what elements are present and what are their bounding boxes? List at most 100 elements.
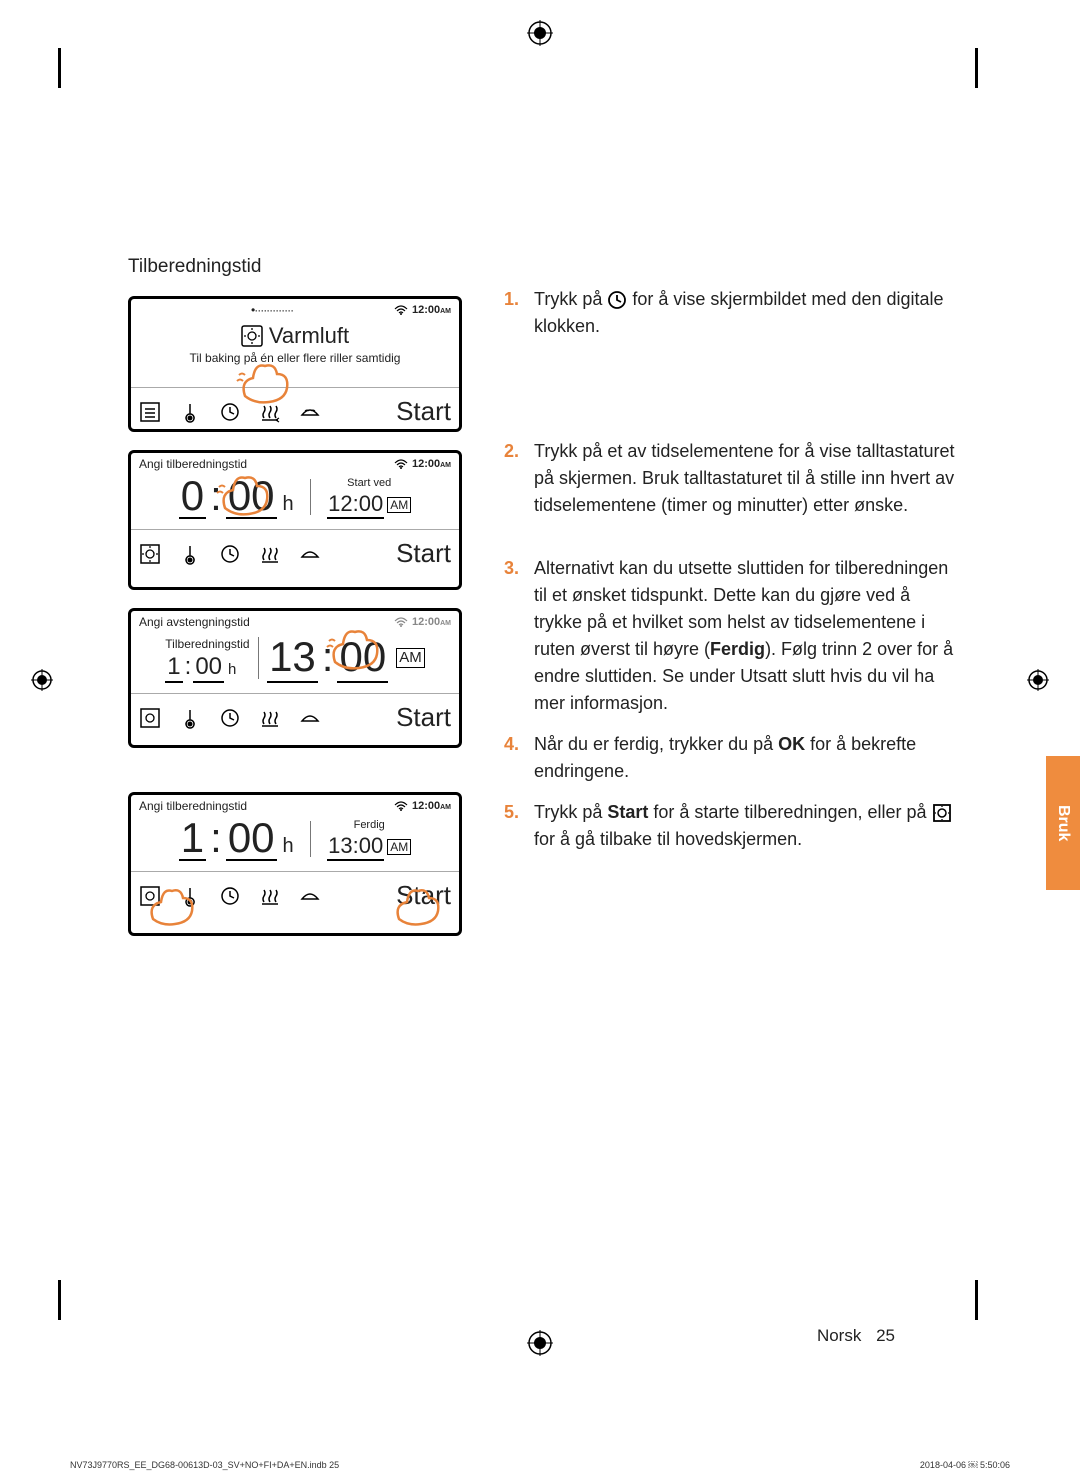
done-time[interactable]: 13:00 [327, 833, 384, 861]
step-number: 3. [504, 555, 524, 717]
start-button[interactable]: Start [396, 702, 451, 733]
home-icon [932, 803, 952, 823]
start-button[interactable]: Start [396, 396, 451, 427]
home-icon[interactable] [139, 543, 161, 565]
step-5: 5. Trykk på Start for å starte tilberedn… [504, 799, 955, 853]
page-footer: Norsk 25 [817, 1326, 895, 1346]
step-number: 5. [504, 799, 524, 853]
step-number: 2. [504, 438, 524, 519]
dish-icon[interactable] [299, 885, 321, 907]
start-at-time[interactable]: 12:00 [327, 491, 384, 519]
oven-screen-2: Angi tilberedningstid 12:00AM 0 :00 h St… [128, 450, 462, 590]
heat-icon[interactable] [259, 707, 281, 729]
page-dots: •············· [139, 303, 293, 317]
screen-header: Angi tilberedningstid [139, 799, 247, 813]
step-text: Trykk på et av tidselementene for å vise… [534, 438, 955, 519]
cook-time[interactable]: 0 :00 h [179, 475, 294, 519]
dish-icon[interactable] [299, 707, 321, 729]
end-minutes[interactable]: 00 [337, 633, 388, 683]
oven-screen-3: Angi avstengningstid 12:00AM Tilberednin… [128, 608, 462, 748]
heat-icon[interactable] [259, 885, 281, 907]
start-at-label: Start ved [347, 477, 391, 489]
screen-header: Angi avstengningstid [139, 615, 250, 629]
home-icon[interactable] [139, 885, 161, 907]
wifi-icon [394, 617, 408, 627]
status-time: 12:00 [412, 616, 440, 628]
step-1: 1. Trykk på for å vise skjermbildet med … [504, 286, 955, 340]
step-2: 2. Trykk på et av tidselementene for å v… [504, 438, 955, 519]
hours-value[interactable]: 1 [165, 653, 182, 683]
step-3: 3. Alternativt kan du utsette sluttiden … [504, 555, 955, 717]
clock-icon [607, 290, 627, 310]
footer-language: Norsk [817, 1326, 861, 1345]
status-time: 12:00 [412, 304, 440, 316]
step-number: 1. [504, 286, 524, 340]
thermometer-icon[interactable] [179, 707, 201, 729]
minutes-value[interactable]: 00 [226, 475, 277, 519]
registration-mark-icon [31, 669, 53, 691]
wifi-icon [394, 459, 408, 469]
step-text: Trykk på Start for å starte tilberedning… [534, 799, 955, 853]
imprint-file: NV73J9770RS_EE_DG68-00613D-03_SV+NO+FI+D… [70, 1460, 339, 1470]
step-text: Trykk på [534, 289, 607, 309]
hours-value[interactable]: 0 [179, 475, 206, 519]
wifi-icon [394, 801, 408, 811]
step-4: 4. Når du er ferdig, trykker du på OK fo… [504, 731, 955, 785]
section-tab-label: Bruk [1054, 805, 1072, 841]
status-ampm: AM [440, 462, 451, 469]
wifi-icon [394, 305, 408, 315]
done-label: Ferdig [354, 819, 385, 831]
ampm-box[interactable]: AM [396, 648, 425, 668]
hour-unit: h [228, 661, 236, 678]
status-ampm: AM [440, 804, 451, 811]
registration-mark-icon [1027, 669, 1049, 691]
step-number: 4. [504, 731, 524, 785]
thermometer-icon[interactable] [179, 543, 201, 565]
mode-subtitle: Til baking på én eller flere riller samt… [141, 351, 449, 365]
convection-icon [241, 325, 263, 347]
imprint-date: 2018-04-06 ￼ 5:50:06 [920, 1460, 1010, 1470]
screen-header: Angi tilberedningstid [139, 457, 247, 471]
status-ampm: AM [440, 620, 451, 627]
home-icon[interactable] [139, 707, 161, 729]
start-at-block[interactable]: Start ved 12:00 AM [327, 477, 411, 519]
clock-icon[interactable] [219, 401, 241, 423]
hours-value[interactable]: 1 [179, 817, 206, 861]
thermometer-icon[interactable] [179, 885, 201, 907]
step-text: Alternativt kan du utsette sluttiden for… [534, 555, 955, 717]
dish-icon[interactable] [299, 543, 321, 565]
done-at-block[interactable]: Ferdig 13:00 AM [327, 819, 411, 861]
end-hours[interactable]: 13 [267, 633, 318, 683]
ampm-box[interactable]: AM [387, 497, 411, 513]
clock-icon[interactable] [219, 885, 241, 907]
heat-icon[interactable] [259, 543, 281, 565]
oven-screen-4: Angi tilberedningstid 12:00AM 1 :00 h Fe… [128, 792, 462, 936]
minutes-value[interactable]: 00 [226, 817, 277, 861]
minutes-value[interactable]: 00 [193, 653, 224, 683]
ampm-box[interactable]: AM [387, 839, 411, 855]
status-time: 12:00 [412, 458, 440, 470]
menu-icon[interactable] [139, 401, 161, 423]
registration-mark-icon [527, 20, 553, 46]
step-text: Når du er ferdig, trykker du på OK for å… [534, 731, 955, 785]
cook-time-block[interactable]: Tilberedningstid 1 : 00 h [165, 637, 249, 683]
oven-screen-1: •············· 12:00AM Varmluft Til baki… [128, 296, 462, 432]
cook-time[interactable]: 1 :00 h [179, 817, 294, 861]
start-button[interactable]: Start [396, 880, 451, 911]
dish-icon[interactable] [299, 401, 321, 423]
start-button[interactable]: Start [396, 538, 451, 569]
thermometer-icon[interactable] [179, 401, 201, 423]
footer-page-number: 25 [876, 1326, 895, 1345]
cook-time-label: Tilberedningstid [165, 637, 249, 651]
heat-icon[interactable] [259, 401, 281, 423]
hour-unit: h [283, 494, 294, 514]
mode-label: Varmluft [269, 323, 349, 349]
clock-icon[interactable] [219, 707, 241, 729]
end-time[interactable]: 13 : 00 AM [267, 633, 425, 683]
imprint-footer: NV73J9770RS_EE_DG68-00613D-03_SV+NO+FI+D… [70, 1460, 1010, 1470]
status-time: 12:00 [412, 800, 440, 812]
clock-icon[interactable] [219, 543, 241, 565]
section-tab: Bruk [1046, 756, 1080, 890]
section-title: Tilberedningstid [128, 256, 462, 278]
hour-unit: h [283, 836, 294, 856]
